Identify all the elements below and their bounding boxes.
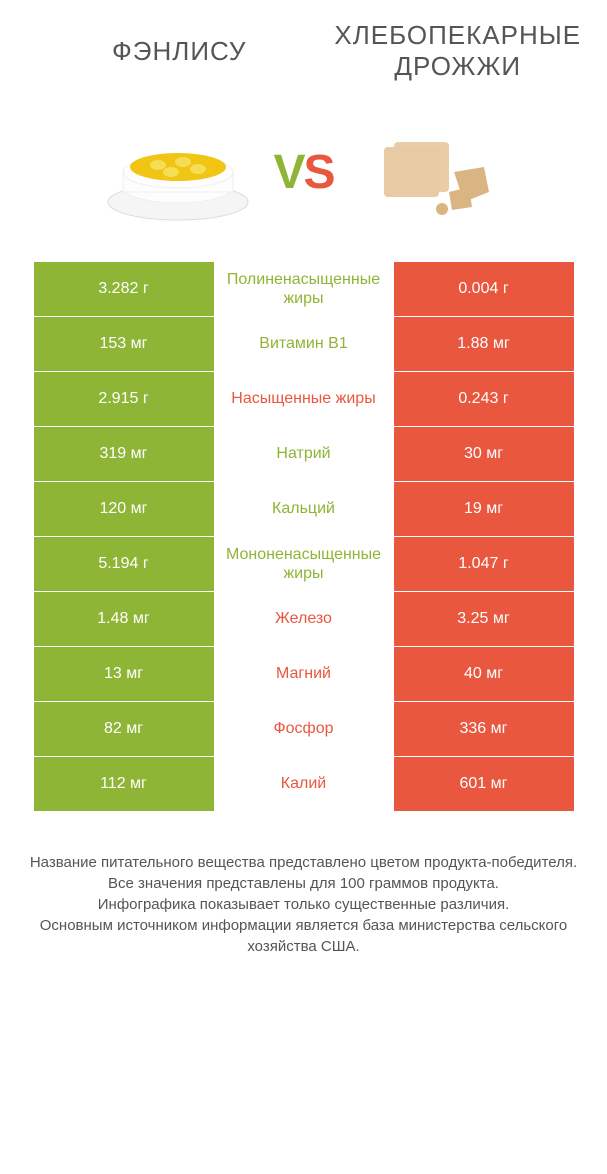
value-right: 40 мг	[394, 647, 574, 701]
vs-label: VS	[273, 145, 333, 200]
vs-s: S	[304, 146, 334, 199]
value-left: 82 мг	[34, 702, 214, 756]
nutrient-label: Магний	[214, 647, 394, 701]
table-row: 3.282 гПолиненасыщенные жиры0.004 г	[34, 262, 574, 317]
value-right: 19 мг	[394, 482, 574, 536]
value-right: 30 мг	[394, 427, 574, 481]
table-row: 2.915 гНасыщенные жиры0.243 г	[34, 372, 574, 427]
nutrient-label: Натрий	[214, 427, 394, 481]
value-right: 1.047 г	[394, 537, 574, 591]
value-left: 112 мг	[34, 757, 214, 811]
nutrient-label: Калий	[214, 757, 394, 811]
table-row: 13 мгМагний40 мг	[34, 647, 574, 702]
nutrient-label: Витамин B1	[214, 317, 394, 371]
value-right: 601 мг	[394, 757, 574, 811]
value-left: 5.194 г	[34, 537, 214, 591]
table-row: 1.48 мгЖелезо3.25 мг	[34, 592, 574, 647]
table-row: 82 мгФосфор336 мг	[34, 702, 574, 757]
table-row: 112 мгКалий601 мг	[34, 757, 574, 812]
food-image-left	[103, 112, 253, 232]
value-right: 1.88 мг	[394, 317, 574, 371]
vs-v: V	[273, 146, 303, 199]
table-row: 153 мгВитамин B11.88 мг	[34, 317, 574, 372]
nutrient-label: Мононенасыщенные жиры	[214, 537, 394, 591]
value-left: 2.915 г	[34, 372, 214, 426]
value-right: 0.243 г	[394, 372, 574, 426]
header: ФЭНЛИСУ ХЛЕБОПЕКАРНЫЕ ДРОЖЖИ	[0, 0, 607, 92]
footnote: Название питательного вещества представл…	[0, 812, 607, 957]
value-left: 1.48 мг	[34, 592, 214, 646]
value-left: 153 мг	[34, 317, 214, 371]
value-right: 336 мг	[394, 702, 574, 756]
comparison-table: 3.282 гПолиненасыщенные жиры0.004 г153 м…	[34, 262, 574, 812]
nutrient-label: Фосфор	[214, 702, 394, 756]
title-left: ФЭНЛИСУ	[40, 36, 319, 67]
value-right: 3.25 мг	[394, 592, 574, 646]
value-left: 13 мг	[34, 647, 214, 701]
value-left: 3.282 г	[34, 262, 214, 316]
table-row: 120 мгКальций19 мг	[34, 482, 574, 537]
nutrient-label: Насыщенные жиры	[214, 372, 394, 426]
value-left: 120 мг	[34, 482, 214, 536]
value-left: 319 мг	[34, 427, 214, 481]
nutrient-label: Железо	[214, 592, 394, 646]
nutrient-label: Полиненасыщенные жиры	[214, 262, 394, 316]
value-right: 0.004 г	[394, 262, 574, 316]
table-row: 319 мгНатрий30 мг	[34, 427, 574, 482]
vs-row: VS	[0, 92, 607, 262]
title-right: ХЛЕБОПЕКАРНЫЕ ДРОЖЖИ	[319, 20, 598, 82]
table-row: 5.194 гМононенасыщенные жиры1.047 г	[34, 537, 574, 592]
nutrient-label: Кальций	[214, 482, 394, 536]
food-image-right	[354, 112, 504, 232]
